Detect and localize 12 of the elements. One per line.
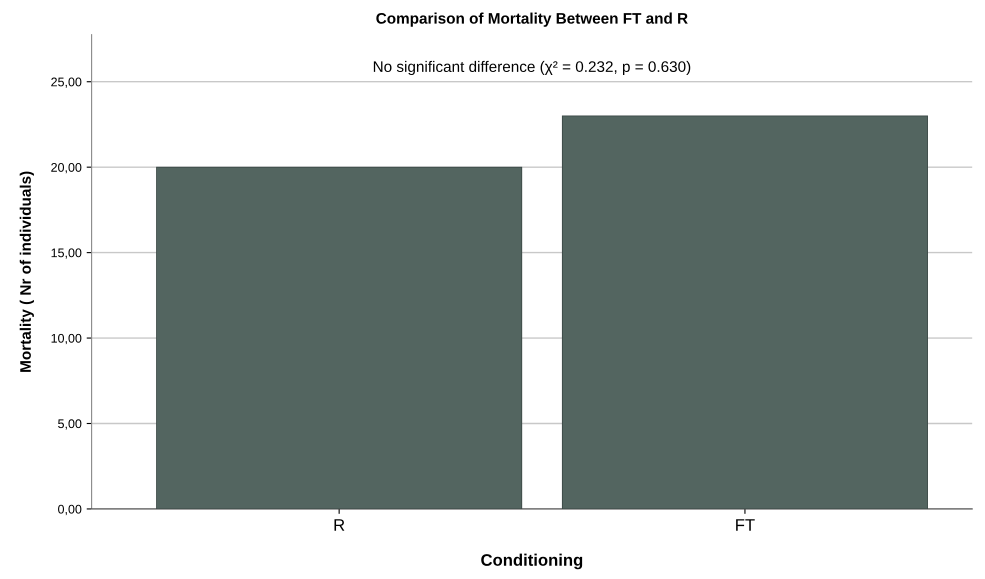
- x-tick-label: FT: [736, 519, 755, 531]
- y-tick-label: 15,00: [52, 248, 82, 259]
- y-tick-label: 25,00: [51, 78, 82, 88]
- y-axis-title: Mortality ( Nr of individuals): [20, 172, 34, 372]
- annotation: No significant difference (χ² = 0.232, p = 0.630): [374, 60, 690, 76]
- x-tick-label: R: [334, 519, 344, 531]
- x-axis-title: Conditioning: [481, 554, 582, 570]
- y-tick-label: 10,00: [52, 334, 82, 344]
- y-tick-label: 5,00: [58, 419, 82, 430]
- y-tick-label: 0,00: [58, 504, 82, 516]
- chart-title: Comparison of Mortality Between FT and R: [376, 12, 688, 27]
- y-tick-label: 20,00: [51, 162, 82, 174]
